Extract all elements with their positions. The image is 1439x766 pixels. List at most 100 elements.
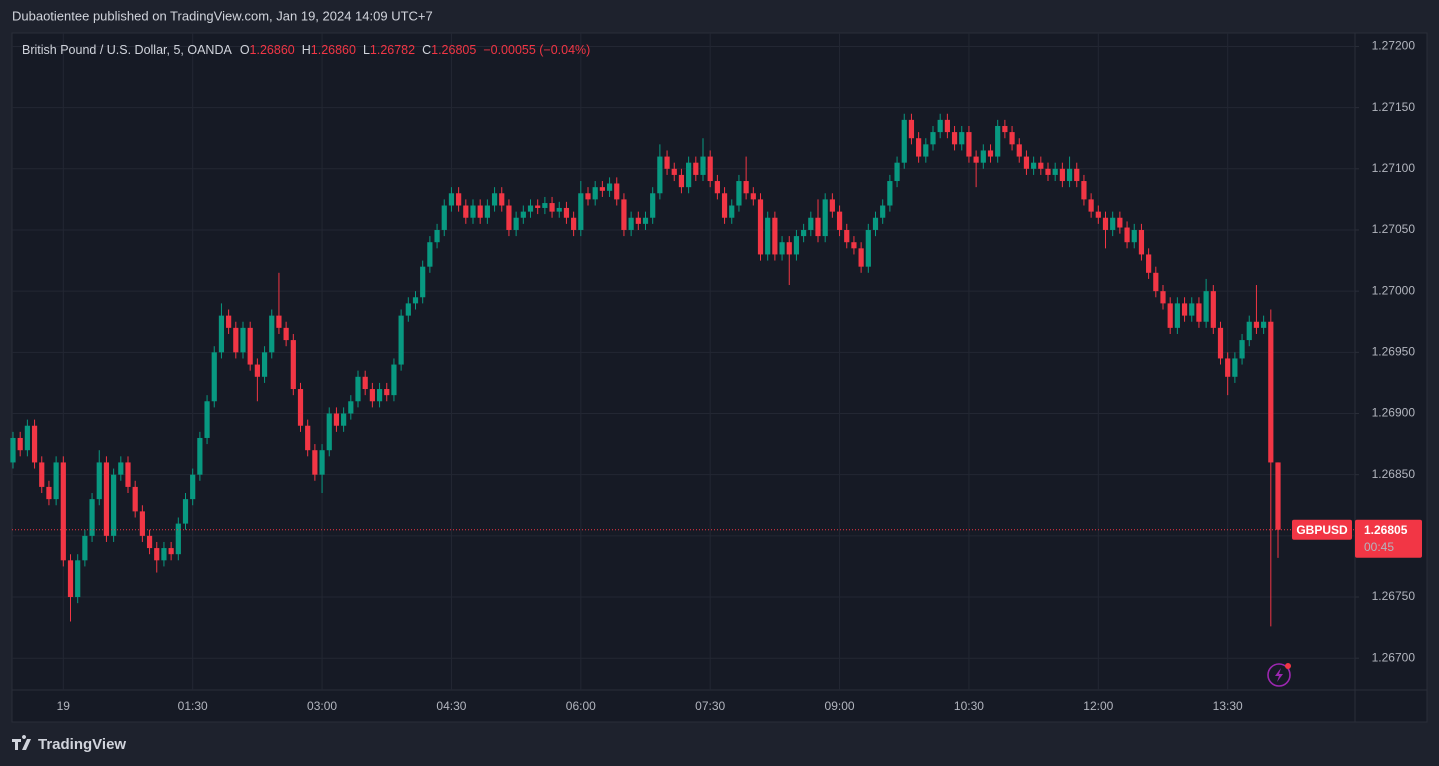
candle-body (448, 193, 455, 206)
candle-body (441, 205, 447, 230)
candle-body (1095, 211, 1101, 218)
candle-body (851, 242, 857, 249)
candle-body (700, 156, 706, 175)
candle-body (226, 315, 232, 328)
candle-body (1225, 358, 1231, 377)
candle-body (1153, 272, 1159, 292)
candle-body (1131, 229, 1137, 243)
candle-body (182, 499, 189, 524)
candle-body (506, 205, 512, 230)
candle-body (312, 450, 318, 475)
candle-body (384, 389, 390, 396)
candle-body (959, 132, 965, 145)
candle-body (966, 132, 972, 157)
x-tick-label: 03:00 (307, 699, 337, 713)
x-tick-label: 09:00 (825, 699, 855, 713)
candle-body (75, 560, 81, 598)
chart-panel (11, 32, 1428, 723)
legend-value: 1.26860 (250, 43, 295, 57)
candle-body (980, 150, 986, 163)
candle-body (599, 187, 605, 191)
candle-body (635, 217, 641, 224)
candle-body (1110, 217, 1116, 230)
candle-body (391, 364, 397, 396)
brand-logo: TradingView (12, 735, 126, 753)
candle-body (1203, 291, 1209, 322)
candle-body (376, 389, 383, 402)
candle-body (664, 156, 670, 169)
x-tick-label: 04:30 (436, 699, 466, 713)
candle-body (628, 217, 634, 230)
candle-body (650, 193, 656, 218)
candle-body (168, 548, 174, 555)
candles (10, 113, 1281, 627)
candle-body (930, 132, 936, 145)
y-tick-label: 1.26950 (1372, 344, 1416, 358)
candle-body (721, 193, 728, 218)
y-tick-label: 1.27000 (1372, 283, 1416, 297)
candle-body (578, 193, 584, 230)
candle-body (563, 207, 570, 218)
candle-body (1246, 321, 1252, 341)
candle-body (671, 168, 677, 175)
candle-body (937, 119, 943, 133)
candle-body (53, 462, 59, 500)
candle-body (31, 425, 38, 463)
candle-body (204, 401, 210, 438)
candle-body (923, 144, 929, 157)
candle-body (319, 450, 325, 475)
legend-value: 1.26860 (311, 43, 356, 57)
candle-body (247, 327, 253, 365)
candle-body (218, 315, 225, 353)
candle-body (786, 242, 792, 255)
candle-body (154, 548, 160, 561)
candle-body (1016, 144, 1022, 157)
brand-name: TradingView (38, 736, 126, 753)
grid: 1.267001.267501.268001.268501.269001.269… (12, 33, 1415, 713)
x-tick-label: 01:30 (178, 699, 208, 713)
candle-body (456, 193, 462, 206)
symbol-tag-label: GBPUSD (1296, 523, 1348, 537)
candle-body (175, 523, 181, 555)
candle-body (614, 183, 620, 200)
candle-body (621, 199, 627, 230)
candle-body (1117, 217, 1123, 228)
candle-body (1217, 327, 1224, 359)
candle-body (341, 413, 347, 426)
candle-body (484, 205, 490, 218)
candle-body (398, 315, 404, 365)
candle-body (362, 376, 368, 390)
symbol-tag (1292, 519, 1352, 540)
candle-body (139, 511, 145, 536)
candle-body (535, 205, 541, 208)
x-tick-label: 13:30 (1213, 699, 1243, 713)
candle-body (1138, 229, 1145, 255)
countdown-label: 00:45 (1364, 540, 1394, 554)
candle-body (39, 462, 45, 487)
candle-body (1253, 321, 1260, 328)
candle-body (887, 181, 893, 206)
candle-body (1181, 303, 1188, 316)
candle-body (1146, 254, 1152, 273)
candle-body (333, 413, 340, 426)
alert-icon (1267, 663, 1291, 687)
candle-body (1045, 168, 1051, 175)
legend-value: 1.26805 (431, 43, 476, 57)
candle-body (96, 462, 102, 500)
candle-body (908, 119, 915, 139)
y-tick-label: 1.27150 (1372, 100, 1416, 114)
candle-body (1167, 303, 1173, 328)
candle-body (880, 205, 886, 218)
candle-body (585, 193, 591, 200)
candle-body (82, 535, 88, 561)
candle-body (305, 425, 311, 451)
candle-body (1268, 321, 1274, 463)
candle-body (901, 119, 907, 163)
candle-body (822, 199, 828, 237)
candle-body (427, 242, 433, 267)
candle-body (211, 352, 217, 402)
y-tick-label: 1.26750 (1372, 589, 1416, 603)
candle-body (1031, 162, 1037, 169)
candle-body (592, 187, 598, 200)
